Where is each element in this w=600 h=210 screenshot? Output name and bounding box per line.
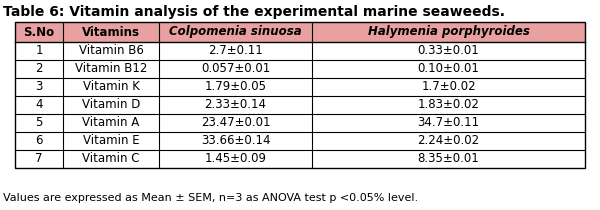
Bar (15, 132, 585, 150)
Text: Vitamin C: Vitamin C (82, 152, 140, 165)
Text: Vitamin D: Vitamin D (82, 98, 140, 112)
Bar (15, 22, 585, 168)
Text: 3: 3 (35, 80, 43, 93)
Text: 4: 4 (35, 98, 43, 112)
Text: Vitamin B12: Vitamin B12 (75, 63, 147, 76)
Text: S.No: S.No (23, 25, 55, 38)
Text: Table 6: Vitamin analysis of the experimental marine seaweeds.: Table 6: Vitamin analysis of the experim… (3, 5, 505, 19)
Text: 34.7±0.11: 34.7±0.11 (418, 117, 479, 130)
Text: 1.7±0.02: 1.7±0.02 (421, 80, 476, 93)
Text: 2: 2 (35, 63, 43, 76)
Text: 2.33±0.14: 2.33±0.14 (205, 98, 266, 112)
Text: Halymenia porphyroides: Halymenia porphyroides (368, 25, 529, 38)
Bar (15, 42, 585, 60)
Bar (15, 114, 585, 132)
Bar (15, 22, 585, 42)
Text: 5: 5 (35, 117, 43, 130)
Text: Vitamin A: Vitamin A (82, 117, 140, 130)
Text: 0.057±0.01: 0.057±0.01 (201, 63, 270, 76)
Text: 1.83±0.02: 1.83±0.02 (418, 98, 479, 112)
Text: 6: 6 (35, 134, 43, 147)
Text: 2.24±0.02: 2.24±0.02 (418, 134, 479, 147)
Text: Vitamin K: Vitamin K (83, 80, 139, 93)
Text: 1.45±0.09: 1.45±0.09 (205, 152, 266, 165)
Text: Vitamins: Vitamins (82, 25, 140, 38)
Bar (15, 60, 585, 78)
Text: 2.7±0.11: 2.7±0.11 (208, 45, 263, 58)
Text: 1: 1 (35, 45, 43, 58)
Text: 0.33±0.01: 0.33±0.01 (418, 45, 479, 58)
Text: 7: 7 (35, 152, 43, 165)
Text: 8.35±0.01: 8.35±0.01 (418, 152, 479, 165)
Text: 33.66±0.14: 33.66±0.14 (201, 134, 270, 147)
Text: 0.10±0.01: 0.10±0.01 (418, 63, 479, 76)
Text: 23.47±0.01: 23.47±0.01 (201, 117, 270, 130)
Text: Colpomenia sinuosa: Colpomenia sinuosa (169, 25, 302, 38)
Text: Vitamin B6: Vitamin B6 (79, 45, 143, 58)
Bar (15, 96, 585, 114)
Text: 1.79±0.05: 1.79±0.05 (205, 80, 266, 93)
Text: Vitamin E: Vitamin E (83, 134, 139, 147)
Bar (15, 150, 585, 168)
Text: Values are expressed as Mean ± SEM, n=3 as ANOVA test p <0.05% level.: Values are expressed as Mean ± SEM, n=3 … (3, 193, 418, 203)
Bar (15, 78, 585, 96)
